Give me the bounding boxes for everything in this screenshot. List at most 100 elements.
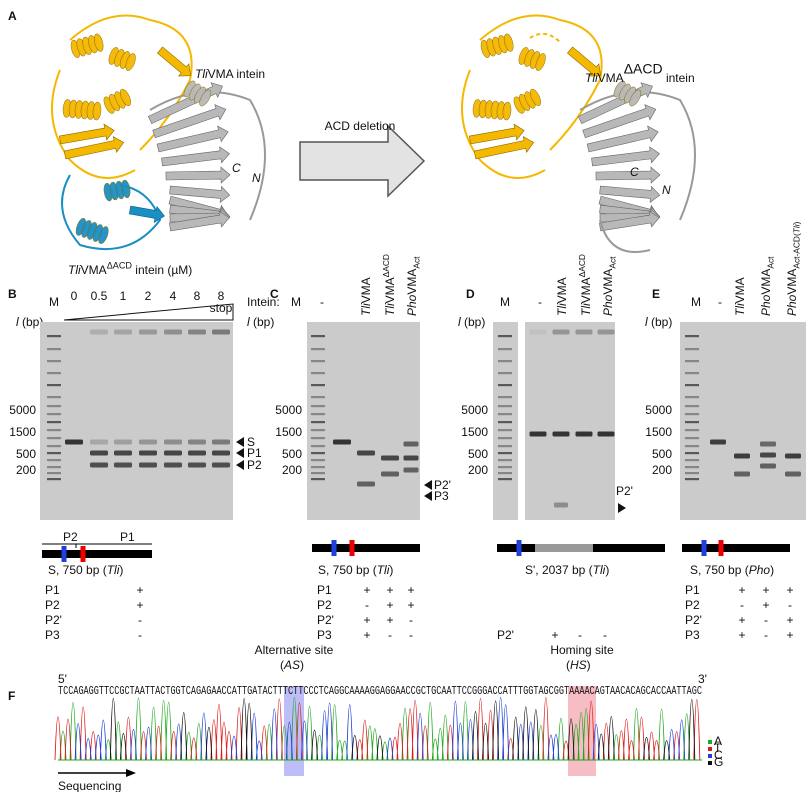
panel-label: A: [8, 9, 17, 23]
strand: [473, 135, 535, 160]
ladder-band: [685, 348, 699, 351]
ladder-band: [47, 459, 61, 462]
gel-band: [597, 431, 615, 437]
gel-band: [164, 450, 182, 456]
structure-title-part: intein: [663, 71, 695, 85]
product-label: P2': [497, 628, 514, 642]
lane-label-part: Tli: [579, 303, 593, 316]
gel: [307, 322, 420, 520]
site-marker: [718, 540, 724, 556]
strand: [595, 166, 661, 184]
axis-label-part: (bp): [648, 315, 673, 329]
ladder-band: [47, 472, 61, 475]
size-label: 1500: [645, 425, 672, 439]
strand: [582, 104, 657, 139]
strand: [599, 185, 661, 204]
gel-band: [381, 471, 399, 477]
strand: [161, 146, 230, 167]
ladder-band: [498, 396, 512, 399]
ladder-band: [311, 335, 325, 338]
ladder-band: [311, 396, 325, 399]
marker-label: M: [500, 295, 510, 309]
substrate-caption: S, 750 bp (Pho): [690, 563, 774, 577]
intein-region: [535, 544, 593, 552]
lane-label: -: [718, 295, 722, 309]
helix-turn: [121, 179, 131, 199]
site-marker: [80, 546, 86, 562]
panel-label: B: [8, 287, 17, 301]
chromatogram-trace: [74, 697, 686, 761]
size-label: 200: [16, 463, 36, 477]
substrate-caption-part: Pho: [749, 563, 771, 577]
ladder-band: [47, 445, 61, 448]
substrate-map: [682, 544, 790, 552]
axis-label-part: (bp): [461, 315, 486, 329]
gel-band: [188, 462, 206, 468]
band-label: P2': [616, 484, 633, 498]
band-pointer: [618, 503, 626, 513]
loop: [51, 69, 136, 179]
gel-band: [403, 455, 419, 461]
lane-label-part: Tli: [359, 303, 373, 316]
lane-label-part: VMA: [579, 277, 593, 303]
ladder-band: [498, 472, 512, 475]
ladder-band: [311, 459, 325, 462]
structure-title-part: VMA: [598, 71, 624, 85]
lane-label-part: Act: [766, 256, 776, 269]
product-mark: +: [786, 583, 793, 597]
lane-label-part: Act: [608, 256, 618, 269]
missing-loop: [529, 32, 561, 43]
titration-title-part: ΔACD: [107, 261, 133, 271]
band-label: S: [247, 435, 255, 449]
site-marker: [61, 546, 67, 562]
strand: [157, 46, 191, 77]
product-mark: -: [603, 628, 607, 642]
protein-structures: [51, 14, 696, 253]
size-label: 5000: [461, 403, 488, 417]
strand: [599, 210, 660, 232]
site-label: (HS): [566, 658, 591, 672]
base-swatch: [708, 754, 712, 758]
ladder-band: [47, 437, 61, 440]
product-mark: +: [551, 628, 558, 642]
product-mark: +: [762, 598, 769, 612]
titration-title-part: Tli: [68, 263, 81, 277]
lane-label-part: VMA: [555, 277, 569, 303]
gel-band: [164, 462, 182, 468]
product-mark: -: [138, 613, 142, 627]
substrate-caption-part: ): [605, 563, 609, 577]
sequence: TCCAGAGGTTCCGCTAATTACTGGTCAGAGAACCATTGAT…: [58, 684, 702, 698]
panel-label: F: [8, 689, 15, 703]
ladder-band: [685, 452, 699, 455]
terminus-label: N: [662, 183, 671, 197]
site-label: (AS): [280, 658, 304, 672]
helix-turn: [629, 89, 642, 107]
product-mark: +: [363, 613, 370, 627]
size-label: 1500: [9, 425, 36, 439]
arrow-label: ACD deletion: [325, 119, 396, 133]
product-mark: +: [386, 613, 393, 627]
lane-label-part: Tli: [792, 223, 802, 233]
ladder-band: [311, 445, 325, 448]
loop: [599, 219, 651, 253]
ladder-band: [311, 405, 325, 408]
chromatogram-trace: [109, 698, 696, 761]
size-label: 5000: [275, 403, 302, 417]
product-label: P2': [317, 613, 334, 627]
ladder-band: [685, 360, 699, 363]
strand-arrow: [157, 46, 191, 77]
site-marker: [331, 540, 337, 556]
substrate-caption-part: S, 750 bp (: [48, 563, 107, 577]
loop: [461, 69, 546, 179]
titration-title: TliVMAΔACD intein (µM): [68, 261, 192, 277]
helix-turn: [92, 101, 102, 121]
substrate-caption-part: ): [119, 563, 123, 577]
strand-arrow: [58, 123, 115, 145]
gel-band: [552, 329, 570, 335]
product-label: P3: [317, 628, 332, 642]
concentration-label: 0: [71, 289, 78, 303]
product-label: P2: [685, 598, 700, 612]
product-mark: -: [740, 598, 744, 612]
strand-arrow: [169, 185, 231, 204]
